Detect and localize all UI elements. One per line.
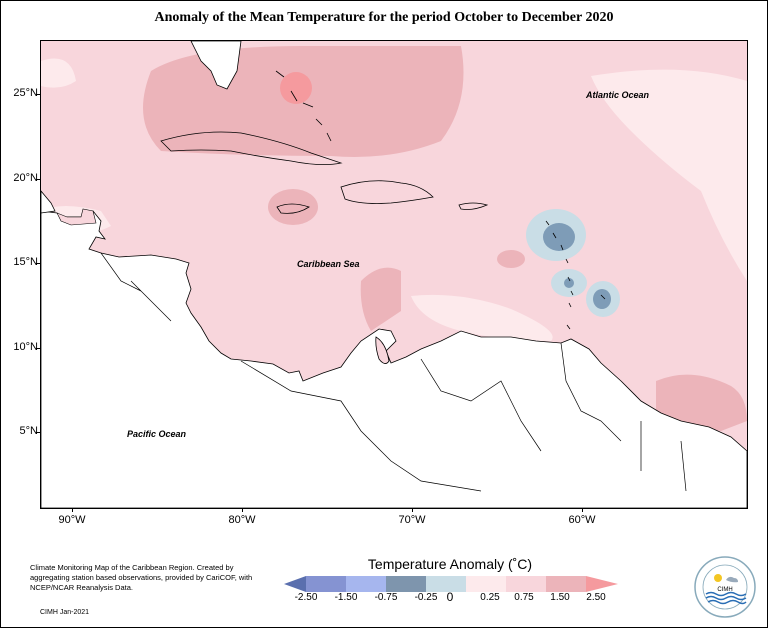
anomaly-dark-guiana [656,374,747,431]
lat-label-5n: 5°N [19,425,38,437]
lat-label-15n: 15°N [13,256,38,268]
lat-tick [36,263,40,264]
anomaly-dark-jamaica [268,189,318,225]
legend-label: 0.75 [514,592,534,603]
anomaly-light-south [411,294,553,341]
legend-swatch [346,576,386,592]
lon-tick [582,508,583,512]
anomaly-dark-patch [497,250,525,268]
waves-icon [705,591,747,605]
label-caribbean-sea: Caribbean Sea [297,259,360,269]
lon-label-70w: 70°W [398,514,426,526]
anomaly-negative-core-3 [593,289,611,309]
legend-swatch-low-arrow [284,576,306,592]
label-atlantic-ocean: Atlantic Ocean [585,90,650,100]
lon-label-60w: 60°W [568,514,596,526]
legend-title: Temperature Anomaly (˚C) [367,556,533,572]
legend-swatch-high-arrow [586,576,618,592]
lake-maracaibo [375,336,390,364]
island-hispaniola [340,180,434,204]
legend-label: 0.25 [480,592,500,603]
legend-colorbar [284,576,618,592]
sun-icon [714,574,722,582]
map-title: Anomaly of the Mean Temperature for the … [154,10,614,25]
land-mexico [41,190,56,214]
lon-label-80w: 80°W [228,514,256,526]
lat-label-10n: 10°N [13,341,38,353]
legend-swatch [546,576,586,592]
legend-label: -2.50 [294,592,318,603]
legend-swatch [466,576,506,592]
lat-tick [36,432,40,433]
credit-text: Climate Monitoring Map of the Caribbean … [30,563,253,592]
legend-label: 2.50 [586,592,606,603]
lat-label-25n: 25°N [13,87,38,99]
legend-swatch [506,576,546,592]
country-borders [100,252,687,492]
cimh-logo: CIMH [694,556,756,618]
lon-tick [242,508,243,512]
island-lesser-antilles [545,220,606,330]
legend-label: -1.50 [334,592,358,603]
label-pacific-ocean: Pacific Ocean [127,429,187,439]
island-bahamas [275,70,332,142]
land-mainland [41,210,747,508]
lon-tick [72,508,73,512]
legend-swatch [386,576,426,592]
lat-tick [36,94,40,95]
lon-label-90w: 90°W [58,514,86,526]
island-jamaica [276,203,310,214]
credit-date: CIMH Jan-2021 [40,609,90,616]
land-belize-outline [56,208,97,226]
logo-text: CIMH [717,587,732,593]
anomaly-light-nw [41,58,76,88]
legend-label: -0.75 [374,592,398,603]
anomaly-negative-core-1 [543,223,575,251]
island-cuba [160,131,343,165]
anomaly-negative-core-2 [564,278,574,288]
anomaly-map: Atlantic Ocean Caribbean Sea Pacific Oce… [41,41,747,508]
lat-tick [36,179,40,180]
map-area: Atlantic Ocean Caribbean Sea Pacific Oce… [40,40,748,509]
legend-swatch [426,576,466,592]
legend-label: 1.50 [550,592,570,603]
anomaly-light-atlantic [591,69,747,281]
lon-tick [412,508,413,512]
anomaly-strong-bahamas [280,72,312,104]
anomaly-dark-colombia [360,267,401,331]
land-florida [190,41,242,90]
lat-label-20n: 20°N [13,172,38,184]
legend-label: -0.25 [414,592,438,603]
legend-swatch [306,576,346,592]
cloud-icon [726,576,738,583]
legend-label: 0 [446,590,454,604]
island-puerto-rico [458,202,489,210]
lat-tick [36,348,40,349]
